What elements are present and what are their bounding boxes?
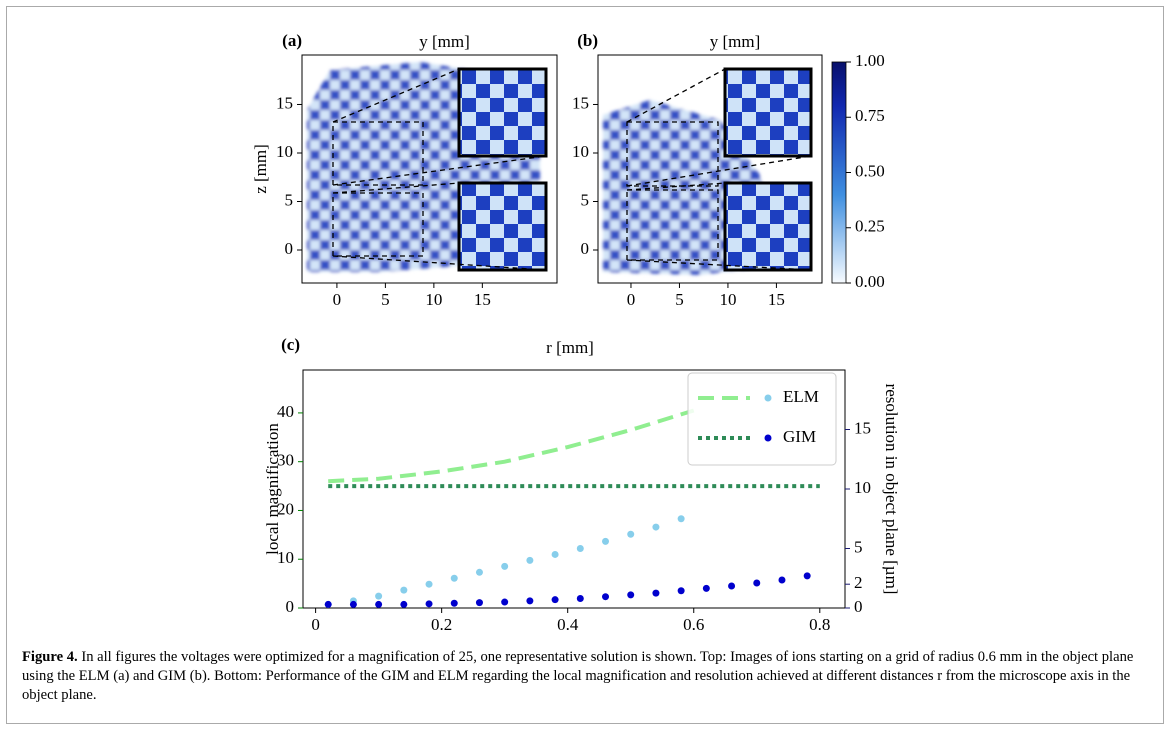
data-point bbox=[375, 600, 383, 608]
data-point bbox=[551, 596, 559, 604]
y2-tick-label: 0 bbox=[854, 597, 863, 616]
data-point bbox=[803, 572, 811, 580]
y-tick-label: 20 bbox=[277, 499, 294, 518]
legend-marker bbox=[764, 394, 772, 402]
data-point bbox=[753, 579, 761, 587]
y-tick-label: 15 bbox=[572, 93, 589, 112]
x-tick-label: 15 bbox=[768, 290, 785, 309]
figure-frame bbox=[6, 6, 1164, 724]
x-tick-label: 0.2 bbox=[431, 615, 452, 634]
panel-label: (a) bbox=[282, 31, 302, 50]
data-point bbox=[501, 598, 509, 606]
data-point bbox=[677, 515, 685, 523]
data-point bbox=[349, 600, 357, 608]
y-tick-label: 10 bbox=[276, 142, 293, 161]
insets bbox=[332, 67, 813, 272]
data-point bbox=[375, 592, 383, 600]
y2-axis-label: resolution in object plane [µm] bbox=[882, 384, 901, 595]
x-tick-label: 10 bbox=[719, 290, 736, 309]
axes-frame bbox=[597, 54, 823, 284]
data-point bbox=[702, 584, 710, 592]
x-tick-label: 5 bbox=[675, 290, 684, 309]
y-tick-label: 0 bbox=[286, 597, 295, 616]
x-tick-label: 15 bbox=[474, 290, 491, 309]
colorbar bbox=[831, 61, 847, 284]
x-tick-label: 0 bbox=[333, 290, 342, 309]
colorbar-tick-label: 0.25 bbox=[855, 217, 885, 236]
colorbar-tick-label: 0.00 bbox=[855, 272, 885, 291]
data-line bbox=[328, 408, 695, 484]
data-point bbox=[400, 600, 408, 608]
x-tick-label: 0.4 bbox=[557, 615, 579, 634]
axes-frame bbox=[301, 54, 558, 284]
panel-label: (c) bbox=[281, 335, 300, 354]
x-tick-label: 5 bbox=[381, 290, 390, 309]
caption-text: In all figures the voltages were optimiz… bbox=[22, 649, 1134, 703]
y-tick-label: 0 bbox=[285, 239, 294, 258]
y-tick-label: 10 bbox=[572, 142, 589, 161]
y-tick-label: 5 bbox=[581, 190, 590, 209]
data-point bbox=[728, 582, 736, 590]
data-point bbox=[576, 545, 584, 552]
data-point bbox=[526, 597, 534, 605]
x-tick-label: 0.6 bbox=[683, 615, 704, 634]
data-point bbox=[425, 580, 433, 588]
figure: (a) y [mm] z [mm] 0 5 10 15 0 5 10 15 (b) y [mm] 0 5 10… bbox=[251, 31, 901, 634]
data-point bbox=[627, 530, 635, 538]
data-point bbox=[602, 537, 610, 545]
data-point bbox=[652, 523, 660, 531]
y2-tick-label: 10 bbox=[854, 478, 871, 497]
data-point bbox=[602, 593, 610, 601]
caption-label: Figure 4. bbox=[22, 649, 78, 665]
x-tick-label: 10 bbox=[425, 290, 442, 309]
data-point bbox=[501, 562, 509, 570]
x-tick-label: 0 bbox=[311, 615, 320, 634]
y2-tick-label: 15 bbox=[854, 418, 871, 437]
data-point bbox=[526, 556, 534, 564]
data-point bbox=[576, 594, 584, 602]
x-axis-label: y [mm] bbox=[710, 32, 761, 51]
data-point bbox=[450, 599, 458, 607]
data-point bbox=[652, 589, 660, 597]
y-axis-label: z [mm] bbox=[251, 144, 270, 194]
y2-tick-label: 2 bbox=[854, 573, 863, 592]
x-axis-label: y [mm] bbox=[419, 32, 470, 51]
colorbar-tick-label: 0.75 bbox=[855, 106, 885, 125]
y-tick-label: 40 bbox=[277, 402, 294, 421]
data-point bbox=[475, 599, 483, 607]
caption: Figure 4. In all figures the voltages we… bbox=[22, 648, 1147, 705]
panel-label: (b) bbox=[577, 31, 598, 50]
data-point bbox=[778, 576, 786, 584]
data-point bbox=[400, 586, 408, 594]
data-point bbox=[324, 600, 332, 608]
data-point bbox=[450, 574, 458, 582]
y-tick-label: 15 bbox=[276, 93, 293, 112]
y-tick-label: 5 bbox=[285, 190, 294, 209]
data-point bbox=[677, 587, 685, 595]
y-tick-label: 30 bbox=[277, 451, 294, 470]
data-point bbox=[551, 550, 559, 558]
colorbar-tick-label: 1.00 bbox=[855, 51, 885, 70]
data-point bbox=[627, 591, 635, 599]
legend-marker bbox=[764, 434, 772, 442]
y-tick-label: 10 bbox=[277, 548, 294, 567]
y-tick-label: 0 bbox=[581, 239, 590, 258]
legend-label: GIM bbox=[783, 427, 816, 446]
legend-label: ELM bbox=[783, 387, 819, 406]
y2-tick-label: 5 bbox=[854, 537, 863, 556]
x-tick-label: 0 bbox=[627, 290, 636, 309]
x-axis-label: r [mm] bbox=[546, 338, 594, 357]
data-point bbox=[475, 568, 483, 576]
data-point bbox=[425, 600, 433, 608]
y-axis-label: local magnification bbox=[263, 423, 282, 555]
x-tick-label: 0.8 bbox=[809, 615, 830, 634]
colorbar-tick-label: 0.50 bbox=[855, 161, 885, 180]
